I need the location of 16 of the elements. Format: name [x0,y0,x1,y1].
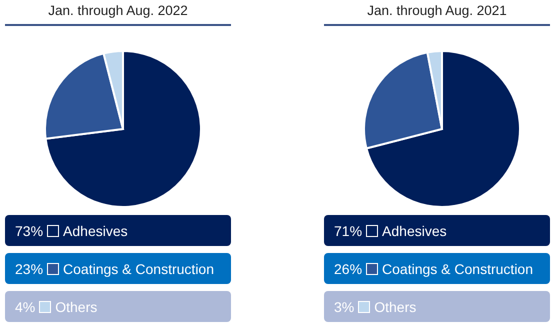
pie-slice [365,50,521,208]
chart-title: Jan. through Aug. 2021 [324,0,550,26]
legend-label: Adhesives [63,222,128,238]
data-label: 3% [334,298,354,314]
legend-label: Others [55,298,98,314]
data-label: 73% [15,222,44,238]
legend-label: Coatings & Construction [63,260,214,276]
data-label: 71% [334,222,362,238]
data-label: 23% [15,260,44,276]
chart-title: Jan. through Aug. 2022 [5,0,231,26]
legend-label: Others [374,298,416,314]
pie-slice [44,50,202,208]
data-label: 4% [15,298,36,314]
legend-label: Coatings & Construction [382,260,533,276]
data-label: 26% [334,260,362,276]
legend-label: Adhesives [382,222,447,238]
